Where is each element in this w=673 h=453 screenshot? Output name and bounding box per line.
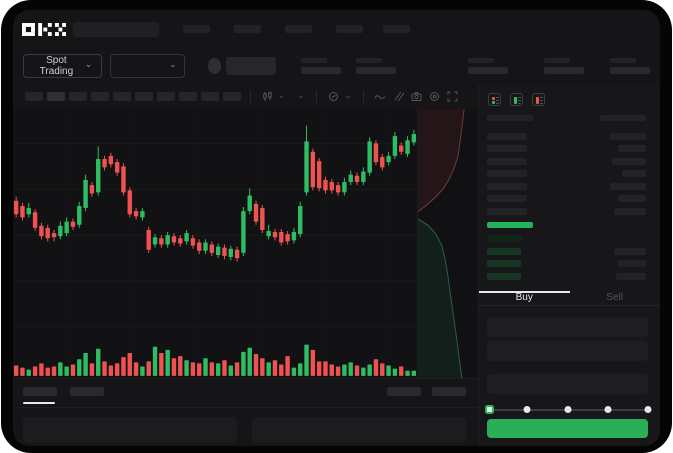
- timeframe-button-4[interactable]: [91, 92, 109, 101]
- slider-stop-50pct[interactable]: [564, 406, 571, 413]
- ticker-stat-5: [610, 58, 650, 74]
- orderbook-bid-row[interactable]: [487, 233, 648, 246]
- book-asks-only-icon[interactable]: [532, 93, 545, 106]
- coin-avatar: [207, 58, 222, 74]
- settings-icon[interactable]: [427, 90, 441, 104]
- book-combined-icon[interactable]: [488, 93, 501, 106]
- timeframe-button-8[interactable]: [179, 92, 197, 101]
- orderbook-ask-row[interactable]: [487, 155, 648, 168]
- main-content: ⌄ ⌄ ⌄: [13, 84, 660, 446]
- orderbook-ask-row[interactable]: [487, 143, 648, 156]
- bottom-tabs: [23, 387, 466, 404]
- market-type-selector[interactable]: Spot Trading ⌄: [23, 54, 103, 78]
- timeframe-button-3[interactable]: [69, 92, 87, 101]
- timeframe-button-6[interactable]: [135, 92, 153, 101]
- orderbook-ask-row[interactable]: [487, 168, 648, 181]
- chart-column: ⌄ ⌄ ⌄: [13, 84, 478, 446]
- indicator-icon[interactable]: [326, 90, 340, 104]
- amount-field[interactable]: [487, 341, 648, 361]
- orderbook-column-headers: [487, 115, 648, 121]
- trading-app-window: Spot Trading ⌄ ⌄: [13, 10, 660, 446]
- chevron-down-icon[interactable]: ⌄: [344, 91, 352, 100]
- active-tab-underline: [23, 402, 55, 404]
- slider-handle[interactable]: [485, 404, 494, 414]
- pair-name-placeholder: [226, 57, 276, 75]
- price-field[interactable]: [487, 317, 648, 337]
- orderbook-trade-column: Buy Sell: [478, 84, 660, 446]
- fullscreen-icon[interactable]: [445, 90, 459, 104]
- chevron-down-icon: ⌄: [169, 59, 177, 69]
- toolbar-divider: [250, 90, 251, 103]
- top-nav: [13, 10, 660, 48]
- bottom-panel-section: [13, 378, 478, 446]
- timeframe-button-2[interactable]: [47, 92, 65, 101]
- chevron-down-icon: ⌄: [84, 59, 93, 69]
- interval-chevron-icon[interactable]: ⌄: [297, 91, 305, 100]
- price-header-placeholder: [487, 115, 533, 121]
- orderbook-ask-row[interactable]: [487, 180, 648, 193]
- active-tab-underline: [479, 290, 570, 293]
- camera-icon[interactable]: [409, 90, 423, 104]
- tab-buy[interactable]: Buy: [515, 292, 533, 304]
- timeframe-button-7[interactable]: [157, 92, 175, 101]
- ticker-stat-2: [356, 58, 396, 74]
- orderbook-bid-row[interactable]: [487, 270, 648, 283]
- toolbar-divider: [363, 90, 365, 103]
- nav-item-5[interactable]: [383, 25, 410, 33]
- slider-stop-100pct[interactable]: [644, 406, 652, 413]
- last-price-highlight[interactable]: [487, 221, 533, 228]
- trade-tabs: Buy Sell: [479, 290, 660, 306]
- orderbook-asks: [487, 130, 648, 218]
- nav-search-placeholder[interactable]: [73, 21, 159, 37]
- depth-panel[interactable]: [417, 109, 467, 378]
- nav-item-4[interactable]: [336, 25, 363, 33]
- ticker-stat-3: [468, 58, 508, 74]
- bottom-tab-2[interactable]: [70, 387, 104, 396]
- orderbook-ask-row[interactable]: [487, 193, 648, 206]
- compare-icon[interactable]: [391, 90, 405, 104]
- chart-type-candles-icon[interactable]: [260, 90, 274, 104]
- nav-item-3[interactable]: [285, 25, 312, 33]
- book-bids-only-icon[interactable]: [510, 93, 523, 106]
- chart-area: [13, 109, 478, 378]
- timeframe-button-10[interactable]: [223, 92, 241, 101]
- orderbook-ask-row[interactable]: [487, 130, 648, 143]
- orderbook-ask-row[interactable]: [487, 205, 648, 218]
- timeframe-button-1[interactable]: [25, 92, 43, 101]
- buy-button[interactable]: [487, 419, 648, 438]
- orderbook-bid-row[interactable]: [487, 258, 648, 271]
- pair-dropdown[interactable]: ⌄: [110, 54, 185, 78]
- amount-header-placeholder: [600, 115, 646, 121]
- candlestick-chart[interactable]: [13, 109, 417, 378]
- market-header: Spot Trading ⌄ ⌄: [13, 48, 660, 84]
- total-field[interactable]: [487, 374, 648, 394]
- wave-line-icon[interactable]: [373, 90, 387, 104]
- market-type-label: Spot Trading: [39, 55, 74, 77]
- ticker-stat-1: [301, 58, 341, 74]
- orderbook-bid-row[interactable]: [487, 245, 648, 258]
- divider: [13, 407, 478, 408]
- bottom-panel-left: [23, 417, 237, 443]
- bottom-action-2[interactable]: [432, 387, 466, 396]
- nav-item-2[interactable]: [234, 25, 261, 33]
- tab-sell[interactable]: Sell: [606, 292, 624, 304]
- amount-slider[interactable]: [485, 401, 652, 419]
- bottom-tab-active[interactable]: [23, 387, 57, 404]
- chevron-down-icon[interactable]: ⌄: [278, 91, 285, 100]
- timeframe-button-5[interactable]: [113, 92, 131, 101]
- okx-logo[interactable]: [22, 22, 66, 36]
- slider-stop-25pct[interactable]: [523, 406, 531, 413]
- bottom-action-1[interactable]: [387, 387, 421, 396]
- bottom-panel-right: [252, 417, 466, 443]
- chart-toolbar: ⌄ ⌄ ⌄: [13, 84, 478, 109]
- toolbar-divider: [316, 90, 318, 103]
- orderbook-view-toggles: [488, 93, 648, 106]
- nav-item-1[interactable]: [183, 25, 210, 33]
- ticker-stat-4: [544, 58, 584, 74]
- timeframe-button-9[interactable]: [201, 92, 219, 101]
- orderbook-bids: [487, 233, 648, 283]
- slider-stop-75pct[interactable]: [604, 406, 612, 413]
